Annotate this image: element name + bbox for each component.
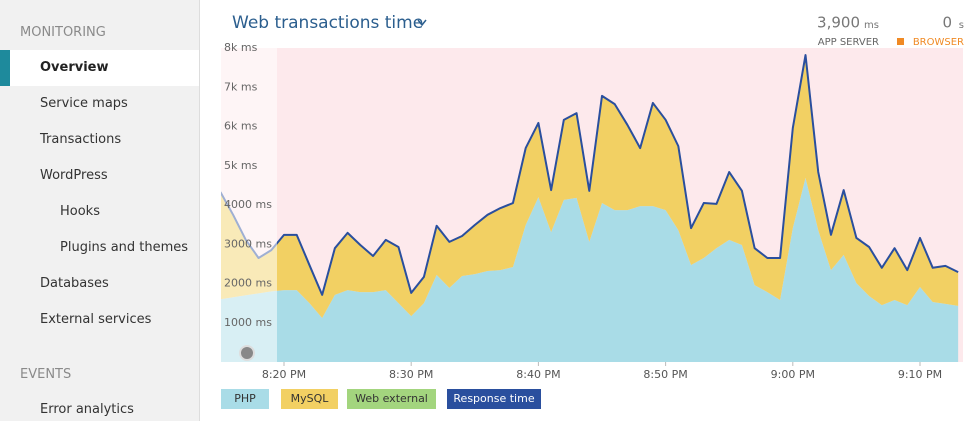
nav-item[interactable]: Overview <box>0 50 199 86</box>
nav-item[interactable]: Transactions <box>40 132 122 147</box>
stat-unit: s <box>959 20 964 31</box>
y-tick-label: 2000 ms <box>224 277 272 290</box>
legend-label: Response time <box>453 392 534 405</box>
nav-item[interactable]: External services <box>40 312 152 327</box>
nav-item[interactable]: Hooks <box>60 204 100 219</box>
y-tick-label: 7k ms <box>224 80 258 93</box>
x-tick-label: 8:20 PM <box>262 368 306 381</box>
legend-label: Web external <box>355 392 428 405</box>
zoom-handle <box>239 345 255 361</box>
area <box>220 55 959 319</box>
legend-item[interactable]: Response time <box>447 389 541 409</box>
x-tick-label: 8:40 PM <box>516 368 560 381</box>
legend-label: PHP <box>234 392 256 405</box>
stat-label: APP SERVER <box>818 37 879 48</box>
x-tick-label: 9:10 PM <box>898 368 942 381</box>
x-tick-label: 9:00 PM <box>771 368 815 381</box>
stat-label: BROWSER <box>913 37 964 48</box>
stat-unit: ms <box>864 20 879 31</box>
legend-item[interactable]: PHP <box>221 389 269 409</box>
faded-region <box>221 48 277 362</box>
legend-swatch <box>281 389 338 409</box>
y-tick-label: 8k ms <box>224 41 258 54</box>
nav-item[interactable]: Plugins and themes <box>60 240 189 255</box>
stat-value: 3,900 <box>817 14 860 32</box>
chart: Web transactions time 3,900 ms APP SERVE… <box>200 13 970 409</box>
legend-label: MySQL <box>291 392 330 405</box>
x-tick-label: 8:50 PM <box>643 368 687 381</box>
legend-item[interactable]: MySQL <box>281 389 338 409</box>
legend-swatch <box>221 389 269 409</box>
legend-item[interactable]: Web external <box>347 389 436 409</box>
area <box>220 177 959 362</box>
chart-title[interactable]: Web transactions time <box>232 13 423 33</box>
section-heading: MONITORING <box>20 25 106 40</box>
sidebar: MONITORING Overview Service maps Transac… <box>0 0 200 421</box>
section-heading: EVENTS <box>20 367 72 382</box>
nav-item[interactable]: Databases <box>40 276 109 291</box>
x-tick-label: 8:30 PM <box>389 368 433 381</box>
clip-right <box>963 48 970 363</box>
nav-item[interactable]: Service maps <box>40 96 128 111</box>
title-chevron[interactable] <box>417 19 427 27</box>
y-tick-label: 6k ms <box>224 120 258 133</box>
y-tick-label: 4000 ms <box>224 198 272 211</box>
clip-left <box>200 48 221 363</box>
legend-swatch <box>447 389 541 409</box>
y-tick-label: 3000 ms <box>224 237 272 250</box>
browser-swatch <box>897 38 904 45</box>
response-line <box>219 54 959 296</box>
y-tick-label: 5k ms <box>224 159 258 172</box>
nav-item[interactable]: Error analytics <box>40 402 134 417</box>
y-tick-label: 1000 ms <box>224 316 272 329</box>
stat-value: 0 <box>942 14 952 32</box>
nav-item[interactable]: WordPress <box>40 168 108 183</box>
legend-swatch <box>347 389 436 409</box>
